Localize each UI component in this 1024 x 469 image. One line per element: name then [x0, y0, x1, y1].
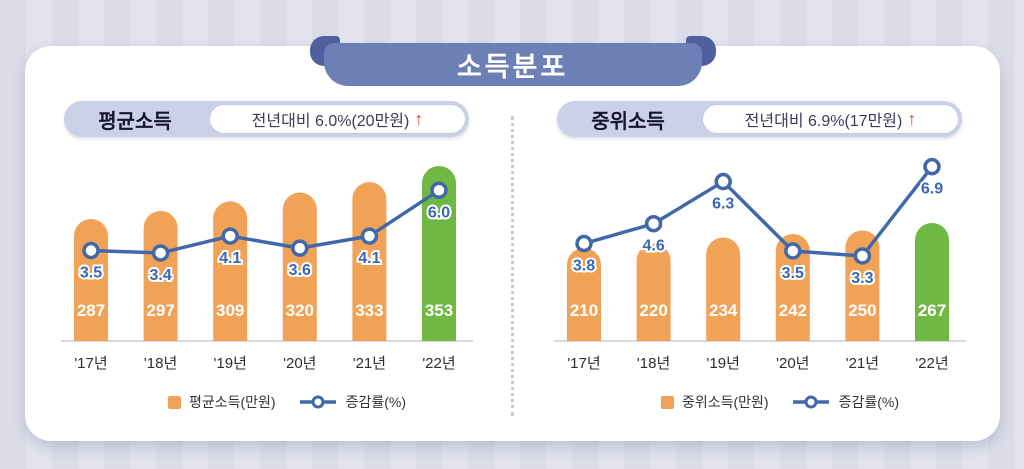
svg-text:3.6: 3.6 [289, 262, 311, 279]
panel-divider [511, 116, 514, 416]
svg-text:'18년: '18년 [637, 355, 670, 372]
svg-text:320: 320 [286, 301, 314, 320]
svg-text:'22년: '22년 [915, 355, 948, 372]
svg-text:4.1: 4.1 [219, 250, 241, 267]
average-income-legend: 평균소득(만원) 증감률(%) [61, 392, 513, 412]
svg-text:'21년: '21년 [353, 355, 386, 372]
svg-text:6.0: 6.0 [428, 204, 450, 221]
svg-text:287: 287 [77, 301, 105, 320]
median-income-legend: 중위소득(만원) 증감률(%) [554, 392, 1006, 412]
line-legend-swatch [791, 395, 831, 409]
title-banner: 소득분포 [309, 36, 716, 86]
average-income-title: 평균소득 [98, 110, 172, 133]
line-legend-label: 증감률(%) [345, 394, 407, 410]
median-income-change-text: 전년대비 6.9%(17만원) [744, 113, 903, 130]
svg-text:'18년: '18년 [144, 355, 177, 372]
svg-text:333: 333 [355, 301, 383, 320]
median-income-change-badge: 전년대비 6.9%(17만원) ↑ [702, 104, 959, 134]
svg-text:'19년: '19년 [214, 355, 247, 372]
svg-text:267: 267 [918, 301, 946, 320]
svg-text:'20년: '20년 [776, 355, 809, 372]
svg-text:220: 220 [639, 301, 667, 320]
svg-text:3.5: 3.5 [782, 265, 804, 282]
svg-text:3.3: 3.3 [851, 270, 873, 287]
average-income-change-badge: 전년대비 6.0%(20만원) ↑ [209, 104, 466, 134]
svg-text:3.8: 3.8 [573, 258, 595, 275]
bar-legend-swatch [167, 395, 181, 409]
chart-card: 소득분포 평균소득 전년대비 6.0%(20만원) ↑ 287 '17년 297 '1… [25, 36, 1000, 441]
average-income-change-text: 전년대비 6.0%(20만원) [251, 113, 410, 130]
svg-text:'20년: '20년 [283, 355, 316, 372]
svg-text:234: 234 [709, 301, 738, 320]
average-income-header-pill: 평균소득 전년대비 6.0%(20만원) ↑ [64, 101, 469, 137]
line-legend-label: 증감률(%) [838, 394, 900, 410]
page-title: 소득분포 [456, 52, 569, 82]
svg-text:'17년: '17년 [567, 355, 600, 372]
svg-text:309: 309 [216, 301, 244, 320]
median-income-combo-chart: 210 '17년 220 '18년 234 '19년 242 '20년 250 '21년 267 '2… [554, 157, 966, 372]
svg-text:297: 297 [146, 301, 174, 320]
svg-text:250: 250 [848, 301, 876, 320]
up-arrow-icon: ↑ [907, 109, 917, 129]
svg-text:242: 242 [779, 301, 807, 320]
svg-text:3.5: 3.5 [80, 265, 102, 282]
svg-text:6.3: 6.3 [712, 196, 734, 213]
bar-legend-label: 평균소득(만원) [188, 394, 276, 410]
chart-panel-average-income: 평균소득 전년대비 6.0%(20만원) ↑ 287 '17년 297 '18년 309… [61, 101, 513, 412]
median-income-header-pill: 중위소득 전년대비 6.9%(17만원) ↑ [557, 101, 962, 137]
svg-text:3.4: 3.4 [149, 267, 171, 284]
svg-text:'21년: '21년 [846, 355, 879, 372]
chart-panel-median-income: 중위소득 전년대비 6.9%(17만원) ↑ 210 '17년 220 '18년 234… [554, 101, 1006, 412]
svg-text:210: 210 [570, 301, 598, 320]
up-arrow-icon: ↑ [414, 109, 424, 129]
bar-legend-swatch [660, 395, 674, 409]
bar-legend-label: 중위소득(만원) [681, 394, 769, 410]
svg-text:'17년: '17년 [74, 355, 107, 372]
average-income-combo-chart: 287 '17년 297 '18년 309 '19년 320 '20년 333 '21년 353 '2… [61, 166, 473, 372]
median-income-title: 중위소득 [591, 110, 665, 133]
svg-text:'22년: '22년 [422, 355, 455, 372]
svg-text:'19년: '19년 [707, 355, 740, 372]
svg-text:4.6: 4.6 [642, 238, 664, 255]
svg-text:6.9: 6.9 [921, 181, 943, 198]
line-legend-swatch [298, 395, 338, 409]
svg-text:353: 353 [425, 301, 453, 320]
svg-text:4.1: 4.1 [358, 250, 380, 267]
banner-ribbon: 소득분포 [323, 43, 702, 86]
